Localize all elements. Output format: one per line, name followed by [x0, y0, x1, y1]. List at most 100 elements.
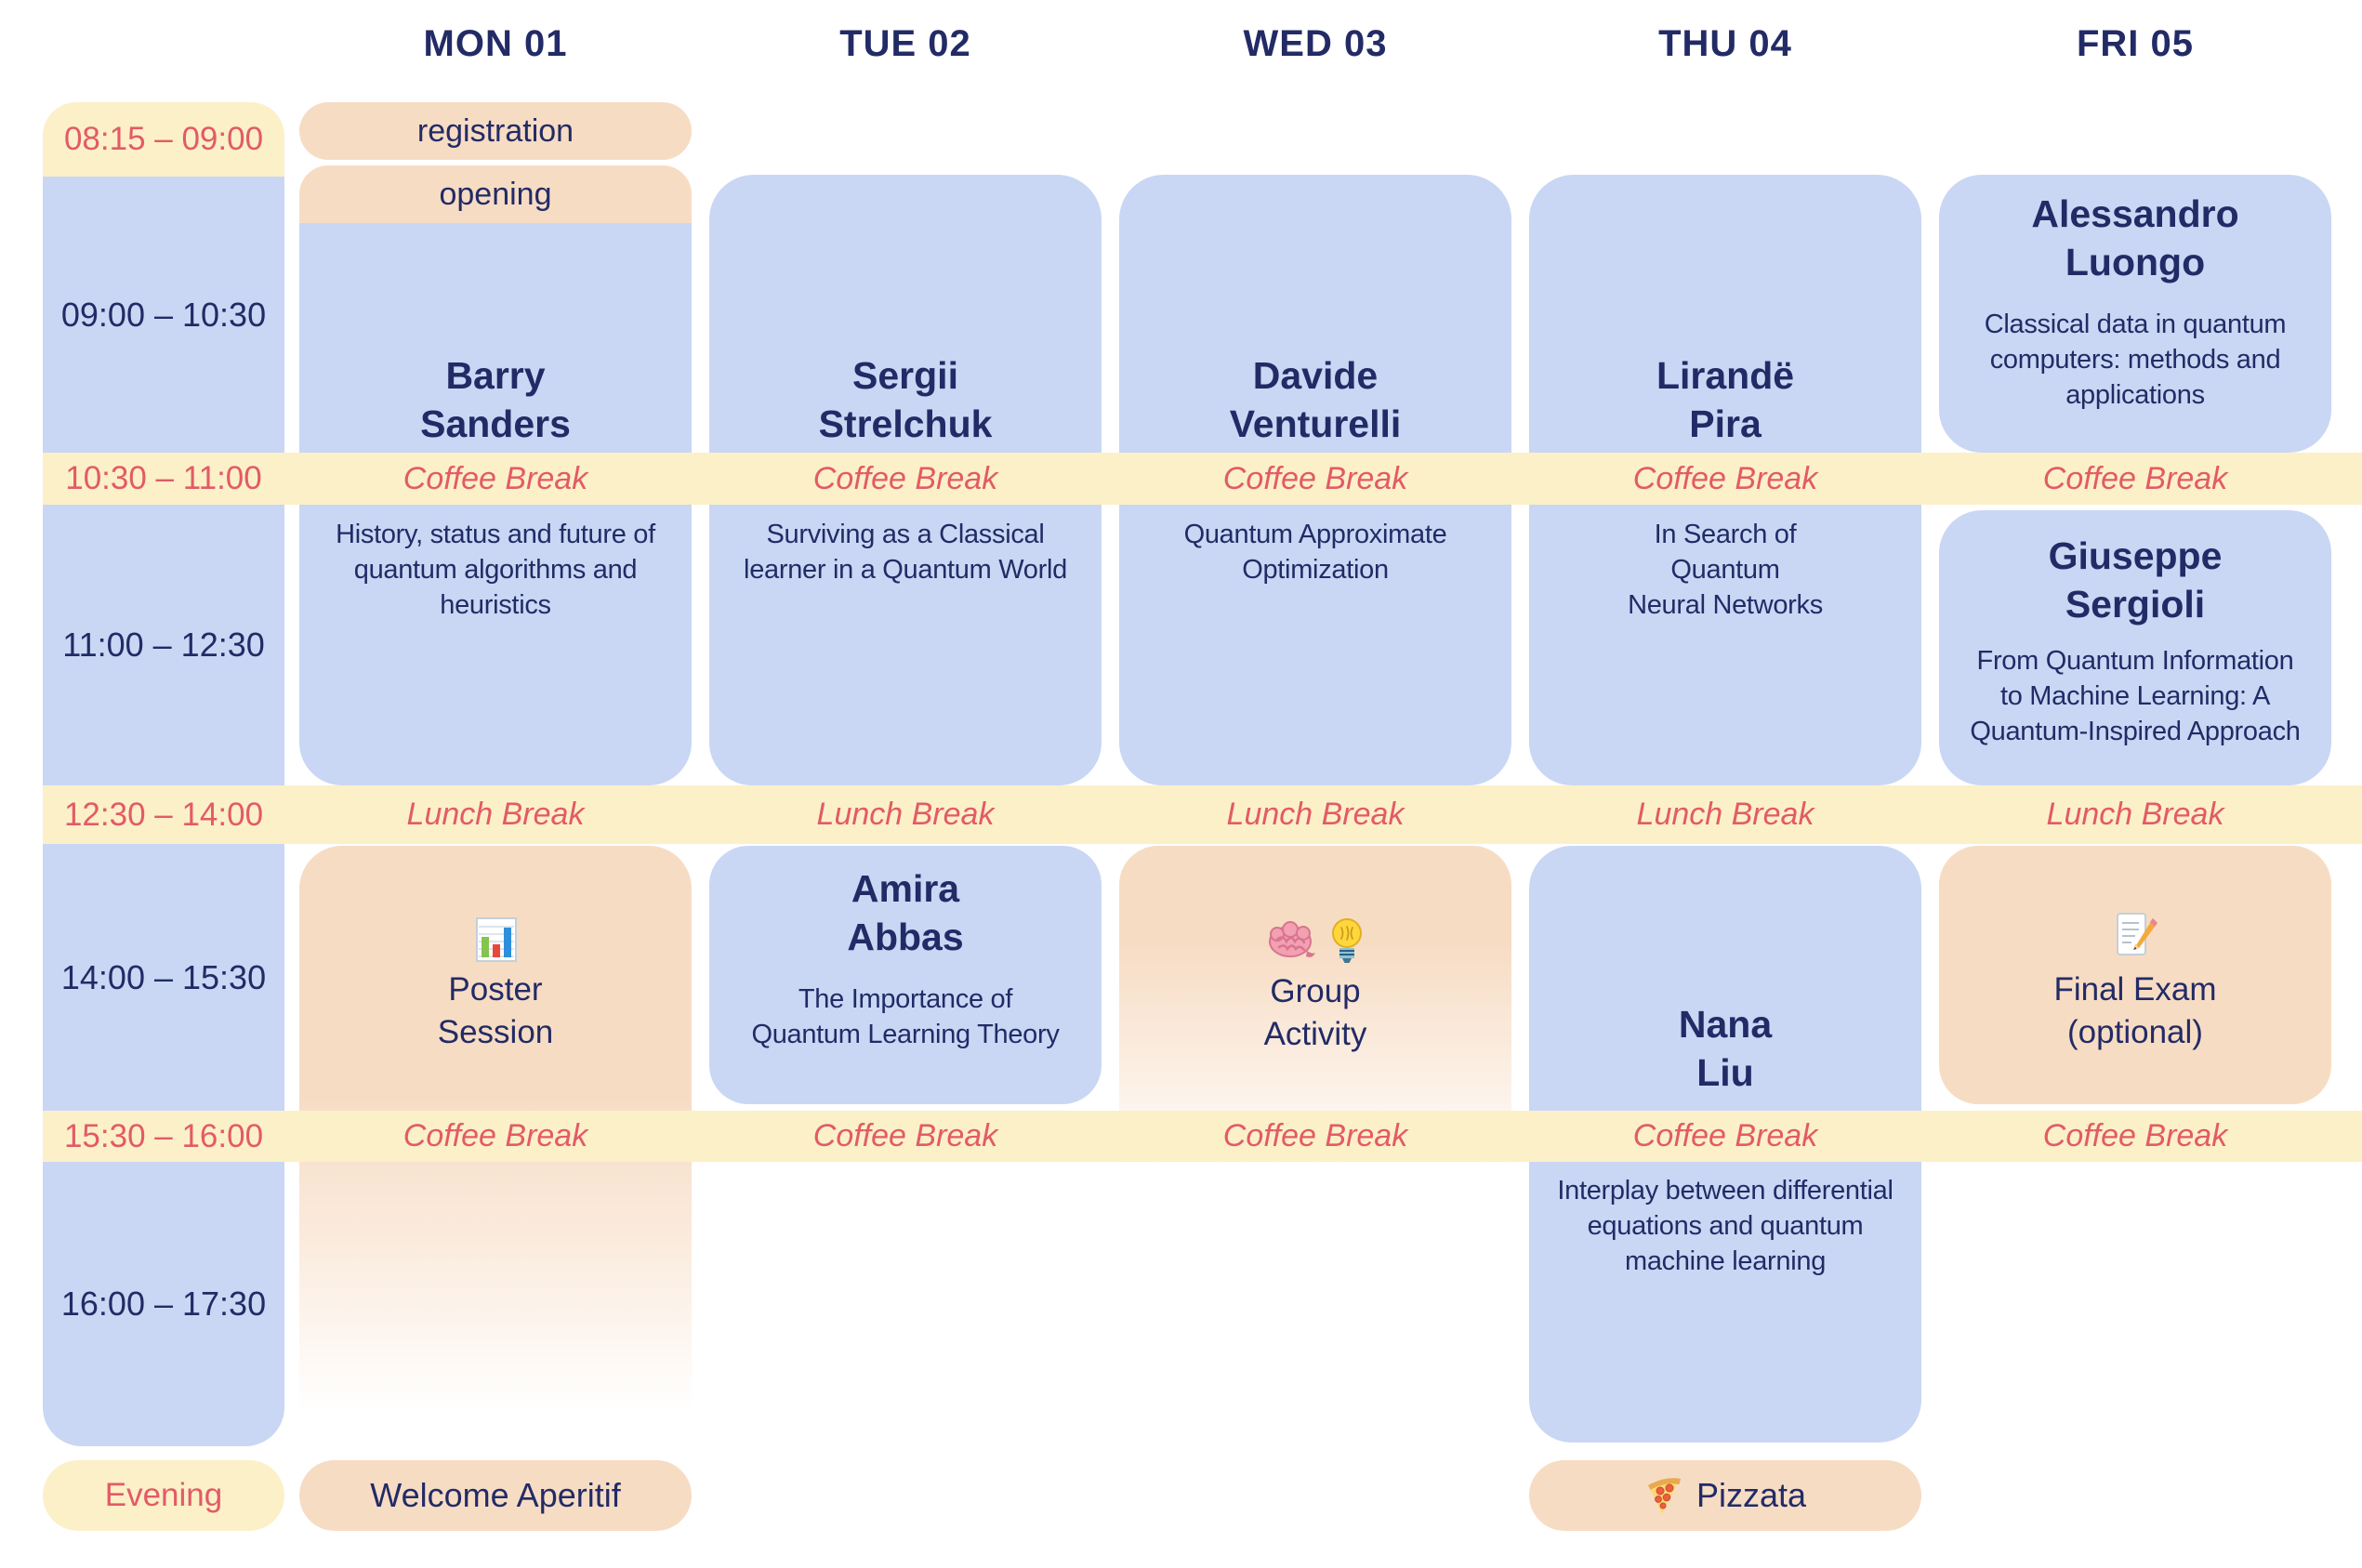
event-welcome-aperitif: Welcome Aperitif: [299, 1460, 692, 1531]
coffee-break-band-afternoon: 15:30 – 16:00 Coffee Break Coffee Break …: [43, 1111, 2362, 1162]
event-pizzata-label: Pizzata: [1696, 1476, 1807, 1514]
coffee-break-band-morning: 10:30 – 11:00 Coffee Break Coffee Break …: [43, 453, 2362, 505]
talk-title-thu: In Search of Quantum Neural Networks: [1628, 520, 1823, 620]
light-bulb-icon: [1332, 918, 1362, 963]
coffee-break-wed-pm-label: Coffee Break: [1222, 1118, 1408, 1153]
speaker-amira-abbas: Amira Abbas: [847, 867, 964, 958]
talk-title-fri-morning: Classical data in quantum computers: met…: [1984, 310, 2287, 410]
speaker-alessandro-luongo: Alessandro Luongo: [2031, 192, 2239, 283]
coffee-break-fri-label: Coffee Break: [2042, 460, 2228, 496]
coffee-break-fri-pm-label: Coffee Break: [2042, 1118, 2228, 1153]
time-slot-1030-1100: 10:30 – 11:00: [43, 453, 284, 505]
coffee-break-wed: Coffee Break: [1119, 453, 1511, 505]
pizza-icon: [1647, 1478, 1681, 1514]
coffee-break-thu: Coffee Break: [1529, 453, 1921, 505]
time-slot-0815-0900-label: 08:15 – 09:00: [63, 121, 264, 157]
event-final-exam-label: Final Exam (optional): [2053, 971, 2217, 1050]
lunch-break-tue: Lunch Break: [709, 785, 1102, 844]
speaker-nana-liu: Nana Liu: [1678, 1003, 1773, 1094]
time-slot-1030-1100-label: 10:30 – 11:00: [65, 460, 262, 496]
poster-session-icon-row: [299, 916, 692, 964]
time-slot-1230-1400-label: 12:30 – 14:00: [63, 796, 264, 833]
event-box-final-exam: [1939, 846, 2331, 1104]
talk-title-giuseppe-sergioli: From Quantum Information to Machine Lear…: [1970, 646, 2301, 746]
day-header-wed-label: WED 03: [1243, 22, 1388, 64]
brain-icon: [1269, 921, 1315, 957]
event-poster-session-label: Poster Session: [437, 971, 554, 1050]
lunch-break-mon-label: Lunch Break: [406, 797, 585, 832]
time-slot-evening: Evening: [43, 1460, 284, 1531]
coffee-break-tue-pm-label: Coffee Break: [812, 1118, 998, 1153]
coffee-break-thu-label: Coffee Break: [1632, 460, 1818, 496]
coffee-break-mon-label: Coffee Break: [402, 460, 588, 496]
time-slot-1100-1230: 11:00 – 12:30: [43, 505, 284, 785]
lunch-break-thu-label: Lunch Break: [1636, 797, 1814, 832]
day-header-wed: WED 03: [1119, 19, 1511, 69]
coffee-break-wed-pm: Coffee Break: [1119, 1111, 1511, 1162]
coffee-break-wed-label: Coffee Break: [1222, 460, 1408, 496]
day-header-mon: MON 01: [299, 19, 692, 69]
group-activity-icon-row: [1119, 918, 1511, 967]
time-slot-1400-1530: 14:00 – 15:30: [43, 844, 284, 1111]
coffee-break-mon-pm-label: Coffee Break: [402, 1118, 588, 1153]
speaker-sergii-strelchuk: Sergii Strelchuk: [818, 354, 993, 445]
bar-chart-icon: [476, 917, 517, 962]
event-registration-label: registration: [416, 112, 574, 149]
talk-title-tue: Surviving as a Classical learner in a Qu…: [744, 520, 1067, 585]
event-box-giuseppe-sergioli: [1939, 510, 2331, 785]
coffee-break-tue-pm: Coffee Break: [709, 1111, 1102, 1162]
speaker-lirande-pira: Lirandë Pira: [1656, 354, 1795, 445]
day-header-tue-label: TUE 02: [839, 22, 971, 64]
event-welcome-aperitif-label: Welcome Aperitif: [370, 1476, 621, 1514]
day-header-tue: TUE 02: [709, 19, 1102, 69]
time-slot-0900-1030-label: 09:00 – 10:30: [60, 295, 267, 334]
lunch-break-mon: Lunch Break: [299, 785, 692, 844]
time-slot-1100-1230-label: 11:00 – 12:30: [62, 626, 265, 664]
talk-title-mon: History, status and future of quantum al…: [336, 520, 655, 620]
memo-pencil-icon: [2117, 913, 2157, 955]
event-box-amira-abbas: [709, 846, 1102, 1104]
lunch-break-fri-label: Lunch Break: [2046, 797, 2224, 832]
day-header-fri: FRI 05: [1939, 19, 2331, 69]
lunch-break-wed-label: Lunch Break: [1226, 797, 1405, 832]
time-slot-0815-0900: 08:15 – 09:00: [43, 102, 284, 177]
time-slot-1530-1600: 15:30 – 16:00: [43, 1111, 284, 1162]
event-opening: opening: [299, 165, 692, 223]
coffee-break-mon-pm: Coffee Break: [299, 1111, 692, 1162]
coffee-break-fri: Coffee Break: [1939, 453, 2331, 505]
coffee-break-tue: Coffee Break: [709, 453, 1102, 505]
time-slot-evening-label: Evening: [104, 1477, 223, 1513]
event-box-fri-morning: [1939, 175, 2331, 453]
time-slot-1230-1400: 12:30 – 14:00: [43, 785, 284, 844]
event-group-activity-label: Group Activity: [1263, 973, 1367, 1052]
coffee-break-mon: Coffee Break: [299, 453, 692, 505]
time-slot-1600-1730: 16:00 – 17:30: [43, 1162, 284, 1446]
day-header-thu: THU 04: [1529, 19, 1921, 69]
lunch-break-wed: Lunch Break: [1119, 785, 1511, 844]
day-header-fri-label: FRI 05: [2076, 22, 2195, 64]
coffee-break-thu-pm-label: Coffee Break: [1632, 1118, 1818, 1153]
time-slot-1400-1530-label: 14:00 – 15:30: [60, 957, 267, 996]
event-registration: registration: [299, 102, 692, 160]
speaker-davide-venturelli: Davide Venturelli: [1229, 354, 1402, 445]
coffee-break-fri-pm: Coffee Break: [1939, 1111, 2331, 1162]
lunch-break-fri: Lunch Break: [1939, 785, 2331, 844]
coffee-break-thu-pm: Coffee Break: [1529, 1111, 1921, 1162]
day-header-thu-label: THU 04: [1658, 22, 1792, 64]
coffee-break-tue-label: Coffee Break: [812, 460, 998, 496]
talk-title-amira-abbas: The Importance of Quantum Learning Theor…: [751, 984, 1060, 1049]
talk-title-nana-liu: Interplay between differential equations…: [1557, 1176, 1894, 1276]
day-header-mon-label: MON 01: [423, 22, 568, 64]
lunch-break-thu: Lunch Break: [1529, 785, 1921, 844]
speaker-barry-sanders: Barry Sanders: [420, 354, 571, 445]
time-slot-1530-1600-label: 15:30 – 16:00: [63, 1117, 264, 1154]
speaker-giuseppe-sergioli: Giuseppe Sergioli: [2048, 534, 2223, 626]
event-opening-label: opening: [439, 176, 552, 212]
time-slot-0900-1030: 09:00 – 10:30: [43, 177, 284, 453]
time-slot-1600-1730-label: 16:00 – 17:30: [60, 1285, 267, 1323]
talk-title-wed: Quantum Approximate Optimization: [1183, 520, 1447, 585]
final-exam-icon-row: [1939, 911, 2331, 961]
event-pizzata: Pizzata: [1529, 1460, 1921, 1531]
lunch-break-tue-label: Lunch Break: [816, 797, 995, 832]
